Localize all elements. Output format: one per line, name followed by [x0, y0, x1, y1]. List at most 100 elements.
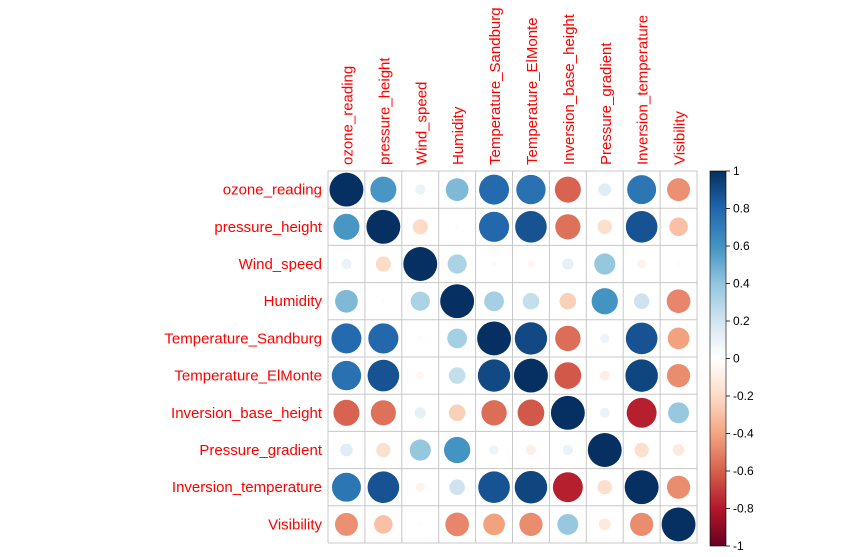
correlation-circle	[591, 288, 618, 315]
correlation-circle	[331, 360, 362, 391]
correlation-circle	[417, 522, 423, 527]
correlation-circle	[527, 260, 535, 268]
correlation-circle	[555, 325, 581, 352]
correlation-circle	[414, 407, 426, 419]
correlation-circle	[341, 258, 352, 270]
correlation-circle	[340, 443, 353, 457]
row-label: Inversion_temperature	[172, 479, 322, 496]
correlation-circle	[514, 322, 548, 355]
correlation-circle	[517, 399, 545, 427]
column-label: Inversion_temperature	[635, 15, 652, 165]
correlation-circle	[334, 512, 358, 536]
correlation-circle	[559, 292, 577, 310]
column-label: Visibility	[672, 111, 689, 165]
row-label: Visibility	[268, 516, 322, 533]
color-legend: 1 0.8 0.6 0.4 0.2 0 -0.2 -0.4 -0.6 -0.8 -1	[709, 164, 754, 553]
correlation-circle	[525, 444, 537, 456]
row-label: Humidity	[264, 293, 323, 310]
correlation-circle	[367, 359, 400, 392]
correlation-circle	[335, 289, 358, 313]
correlation-circle	[554, 176, 581, 203]
correlation-circle	[516, 174, 546, 205]
correlation-circle	[634, 442, 649, 458]
correlation-circle	[448, 404, 466, 422]
row-label: Pressure_gradient	[199, 442, 322, 459]
correlation-circle	[448, 367, 466, 384]
correlation-circle	[409, 439, 431, 461]
row-labels: ozone_reading pressure_height Wind_speed Hu…	[164, 182, 322, 534]
correlation-circle	[552, 472, 583, 503]
correlation-circle	[370, 176, 397, 203]
correlation-circle	[594, 253, 616, 275]
row-label: ozone_reading	[223, 182, 322, 199]
color-legend-label: -0.6	[733, 464, 754, 478]
correlation-circle	[368, 323, 399, 354]
correlation-circle	[661, 507, 696, 542]
color-legend-label: -1	[733, 539, 744, 553]
correlation-circle	[331, 323, 362, 354]
row-label: pressure_height	[214, 219, 322, 236]
row-label: Temperature_Sandburg	[164, 330, 322, 347]
correlation-circle	[410, 291, 430, 311]
correlation-circle	[445, 178, 469, 201]
correlation-circle	[380, 298, 386, 304]
correlation-circle	[514, 358, 548, 393]
correlation-circle	[598, 183, 612, 196]
column-label: Inversion_base_height	[561, 13, 578, 165]
correlation-circle	[667, 178, 691, 202]
correlation-circle	[599, 370, 610, 381]
correlation-circle	[415, 184, 426, 195]
correlation-circle	[597, 480, 612, 495]
correlation-circles	[329, 172, 696, 542]
correlation-circle	[481, 400, 507, 426]
correlation-circle	[449, 479, 465, 495]
correlation-circle	[625, 210, 658, 243]
correlation-circle	[624, 470, 659, 505]
correlation-circle	[599, 333, 610, 344]
correlation-circle	[666, 475, 691, 499]
correlation-circle	[454, 224, 460, 230]
correlation-circle	[412, 219, 428, 235]
correlation-circle	[668, 402, 689, 424]
correlation-circle	[666, 289, 691, 314]
correlation-circle	[333, 213, 360, 240]
correlation-circle	[491, 261, 497, 267]
correlation-circle	[557, 513, 579, 535]
correlation-circle	[562, 444, 573, 456]
correlation-circle	[554, 362, 582, 389]
column-label: Pressure_gradient	[598, 42, 615, 165]
correlation-circle	[484, 291, 504, 312]
correlation-circle	[440, 284, 475, 319]
row-label: Temperature_ElMonte	[174, 368, 322, 385]
correlation-circle	[667, 327, 690, 350]
correlation-circle	[630, 512, 654, 537]
correlation-circle	[375, 256, 391, 272]
column-label: Humidity	[450, 106, 467, 165]
color-legend-label: -0.4	[733, 427, 754, 441]
correlation-circle	[477, 321, 511, 356]
correlation-circle	[478, 471, 510, 504]
correlation-circle	[417, 335, 424, 342]
correlation-circle	[669, 217, 688, 237]
correlation-circle	[555, 214, 581, 240]
correlation-circle	[562, 258, 574, 270]
color-legend-label: -0.2	[733, 389, 754, 403]
color-legend-bar	[709, 170, 727, 547]
correlation-circle	[477, 359, 511, 392]
correlation-circle	[489, 445, 499, 455]
correlation-circle	[599, 407, 610, 418]
color-legend-label: 0.2	[733, 314, 750, 328]
correlation-circle	[479, 174, 510, 205]
correlation-circle	[329, 172, 364, 207]
correlation-circle	[515, 210, 547, 243]
correlation-circle	[625, 322, 658, 355]
correlation-circle	[374, 515, 393, 534]
correlation-circle	[672, 444, 685, 456]
correlation-circle	[370, 400, 396, 426]
correlation-circle	[666, 363, 691, 388]
column-label: Temperature_ElMonte	[524, 17, 541, 165]
correlation-circle	[333, 399, 360, 426]
correlation-circle	[403, 247, 438, 281]
column-labels: ozone_reading pressure_height Wind_speed Hu…	[339, 7, 688, 165]
